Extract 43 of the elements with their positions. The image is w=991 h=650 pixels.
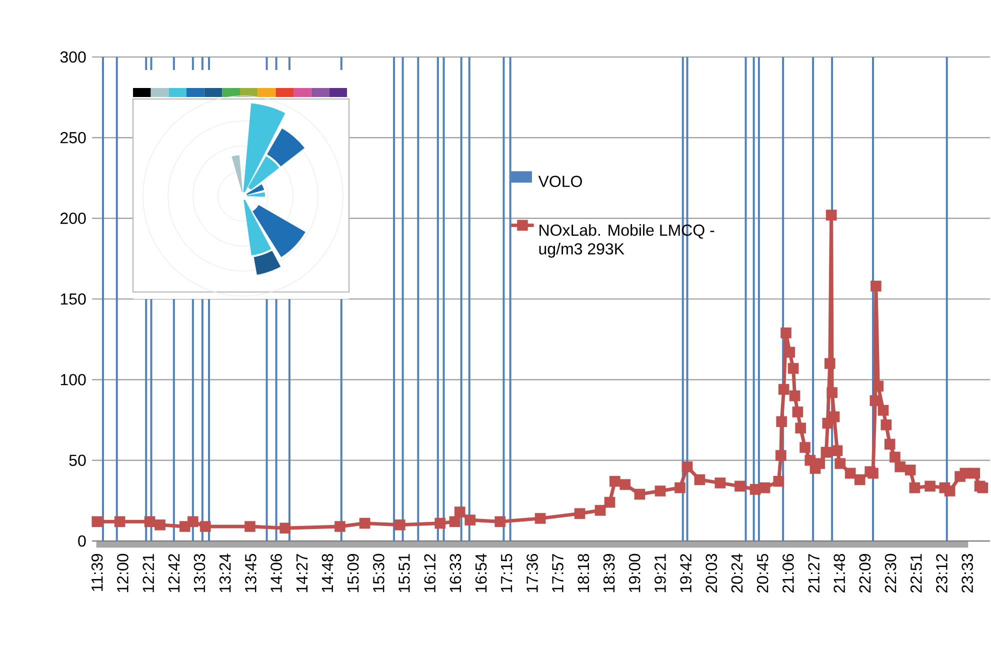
x-tick-label: 20:45 [756, 554, 768, 593]
y-tick-label: 200 [60, 212, 86, 224]
x-tick-label: 21:06 [782, 554, 794, 593]
y-tick-label: 50 [69, 454, 86, 466]
x-tick-label: 20:24 [731, 554, 743, 593]
x-tick-label: 19:21 [654, 554, 666, 592]
x-tick-label: 15:51 [398, 554, 410, 592]
y-tick-label: 100 [60, 374, 86, 386]
x-tick-label: 12:00 [117, 554, 128, 592]
x-tick-label: 13:45 [245, 554, 256, 592]
x-tick-label: 21:27 [808, 554, 820, 593]
x-tick-label: 18:39 [603, 554, 615, 592]
x-tick-label: 15:09 [347, 554, 359, 592]
x-tick-label: 22:51 [910, 554, 922, 593]
x-tick-label: 19:42 [680, 554, 692, 592]
x-tick-label: 22:09 [859, 554, 871, 593]
x-tick-label: 21:48 [834, 554, 846, 593]
x-tick-label: 20:03 [706, 554, 718, 593]
x-tick-label: 22:30 [884, 554, 896, 593]
x-tick-label: 13:24 [219, 554, 231, 592]
x-tick-label: 12:21 [142, 554, 154, 592]
x-tick-label: 14:48 [322, 554, 334, 592]
y-tick-label: 150 [60, 293, 86, 305]
x-tick-label: 16:54 [475, 554, 487, 592]
x-tick-label: 15:30 [373, 554, 384, 592]
x-tick-label: 14:06 [270, 554, 282, 592]
x-tick-label: 19:00 [628, 554, 640, 592]
y-tick-label: 250 [60, 132, 86, 144]
x-tick-label: 17:57 [552, 554, 564, 592]
y-tick-label: 0 [78, 535, 86, 547]
x-tick-label: 17:15 [501, 554, 512, 592]
x-tick-label: 17:36 [526, 554, 538, 592]
x-tick-label: 13:03 [194, 554, 206, 592]
x-tick-label: 16:12 [424, 554, 436, 592]
x-tick-label: 12:42 [168, 554, 180, 592]
x-tick-label: 14:27 [296, 554, 308, 592]
x-tick-label: 23:12 [936, 554, 948, 593]
x-tick-label: 23:33 [962, 554, 973, 593]
x-tick-label: 18:18 [578, 554, 590, 592]
x-tick-label: 16:33 [450, 554, 462, 592]
y-tick-label: 300 [60, 51, 86, 63]
x-tick-label: 11:39 [91, 554, 103, 591]
legend-label: VOLO [538, 176, 582, 188]
